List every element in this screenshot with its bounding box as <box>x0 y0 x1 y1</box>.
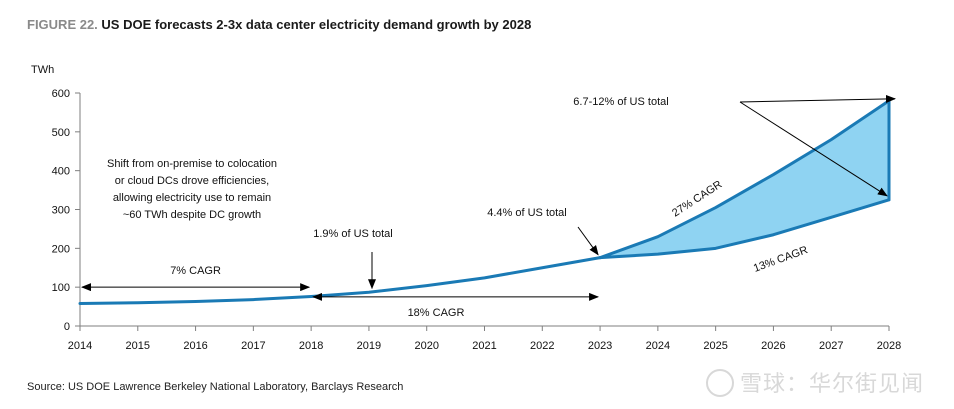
cagr-13-label: 13% CAGR <box>752 244 810 275</box>
us-share-2028-arrow-low <box>739 101 888 197</box>
x-tick-label: 2022 <box>530 340 554 352</box>
high-forecast-line <box>598 99 891 260</box>
cagr-7-label: 7% CAGR <box>170 265 221 277</box>
axes: 0 100 200 300 400 500 600 TWh 2014 2015 2016 2017 20… <box>31 64 901 352</box>
x-tick-label: 2025 <box>703 340 727 352</box>
snowball-logo-icon <box>705 369 734 397</box>
y-tick-label: 300 <box>52 205 70 217</box>
figure-title-text: US DOE forecasts 2-3x data center electr… <box>101 17 532 32</box>
y-tick-label: 500 <box>52 127 70 139</box>
shift-note-line: Shift from on-premise to colocation <box>107 158 277 170</box>
x-tick-label: 2027 <box>819 340 843 352</box>
x-tick-label: 2028 <box>877 340 901 352</box>
x-tick-label: 2026 <box>761 340 785 352</box>
y-tick-label: 0 <box>64 321 70 333</box>
watermark: 雪球：华尔街见闻 <box>705 366 924 399</box>
us-share-2028-label: 6.7-12% of US total <box>573 96 668 108</box>
x-tick-label: 2014 <box>68 340 92 352</box>
y-tick-label: 400 <box>52 166 70 178</box>
shift-note: Shift from on-premise to colocation or cl… <box>107 158 277 221</box>
figure-title: FIGURE 22. US DOE forecasts 2-3x data ce… <box>27 17 531 32</box>
x-tick-label: 2023 <box>588 340 612 352</box>
x-tick-label: 2015 <box>126 340 150 352</box>
figure-number: FIGURE 22. <box>27 17 98 32</box>
x-tick-label: 2020 <box>414 340 438 352</box>
us-share-2018-label: 1.9% of US total <box>313 228 393 240</box>
watermark-text: 雪球：华尔街见闻 <box>739 372 924 397</box>
cagr-18-label: 18% CAGR <box>408 307 465 319</box>
forecast-range-area <box>600 100 889 258</box>
shift-note-line: or cloud DCs drove efficiencies, <box>115 175 269 187</box>
shift-note-line: allowing electricity use to remain <box>113 192 271 204</box>
y-tick-label: 100 <box>52 282 70 294</box>
us-share-2023-arrow <box>577 226 599 256</box>
shift-note-line: ~60 TWh despite DC growth <box>123 209 261 221</box>
x-tick-label: 2021 <box>472 340 496 352</box>
x-tick-label: 2019 <box>357 340 381 352</box>
x-tick-label: 2018 <box>299 340 323 352</box>
low-forecast-line <box>598 198 891 260</box>
y-tick-label: 200 <box>52 243 70 255</box>
us-share-2023-label: 4.4% of US total <box>487 207 567 219</box>
us-share-2028-arrow-high <box>739 94 896 103</box>
x-tick-label: 2017 <box>241 340 265 352</box>
y-axis-unit: TWh <box>31 64 54 76</box>
y-tick-label: 600 <box>52 88 70 100</box>
x-tick-label: 2024 <box>646 340 670 352</box>
x-tick-label: 2016 <box>183 340 207 352</box>
source-note: Source: US DOE Lawrence Berkeley Nationa… <box>27 381 404 393</box>
